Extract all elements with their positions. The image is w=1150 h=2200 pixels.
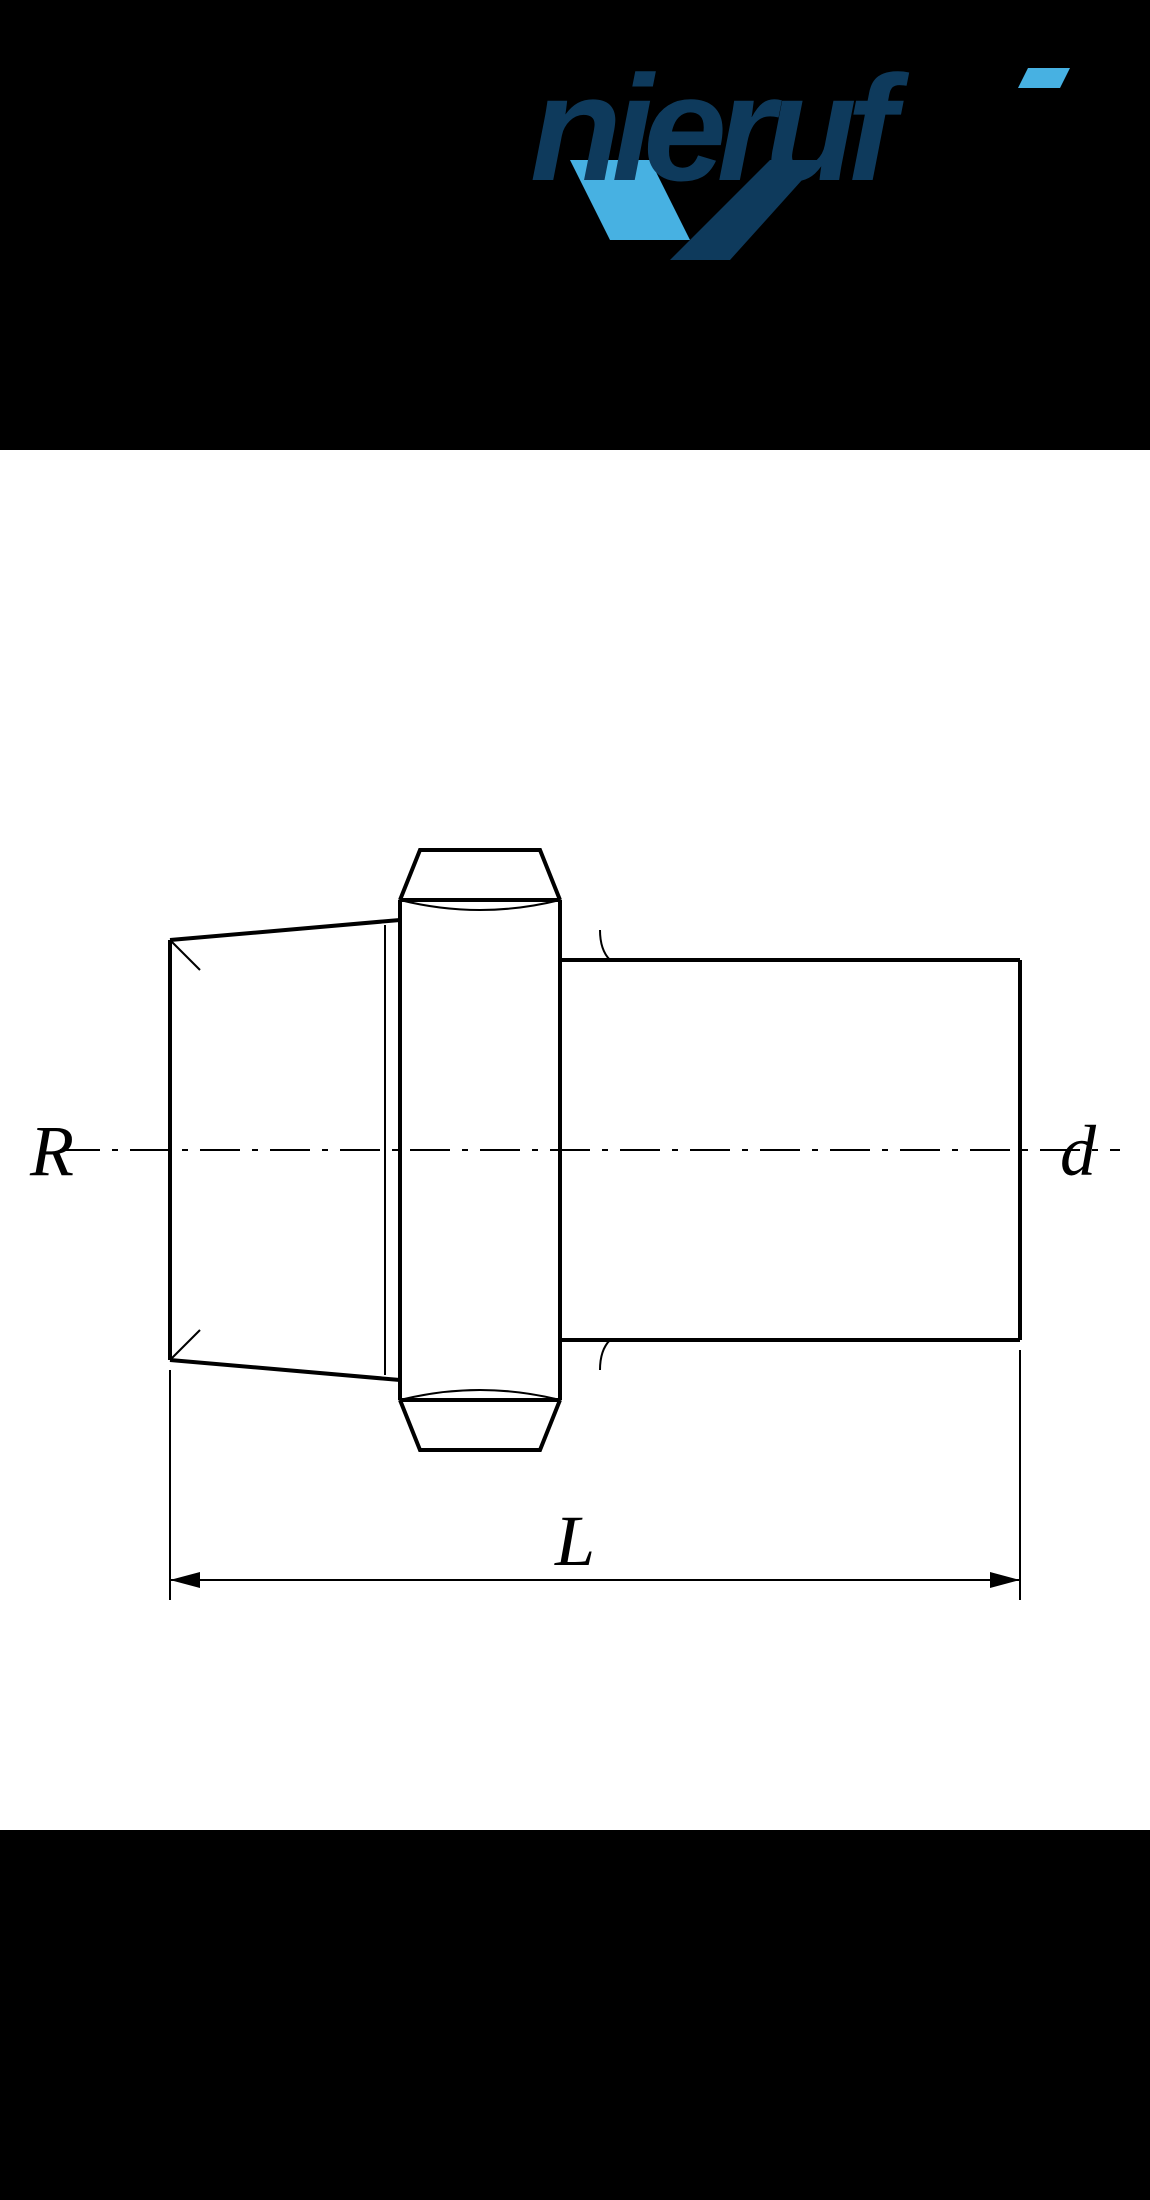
logo: nieruf [530,60,1090,240]
logo-svg: nieruf [530,60,1090,280]
label-L: L [554,1501,595,1581]
logo-text: nieruf [530,60,910,212]
label-d: d [1060,1111,1097,1191]
logo-accent-tip [1018,68,1070,88]
technical-drawing: R d L [0,450,1150,1830]
technical-drawing-panel: R d L [0,450,1150,1830]
label-R: R [29,1111,74,1191]
